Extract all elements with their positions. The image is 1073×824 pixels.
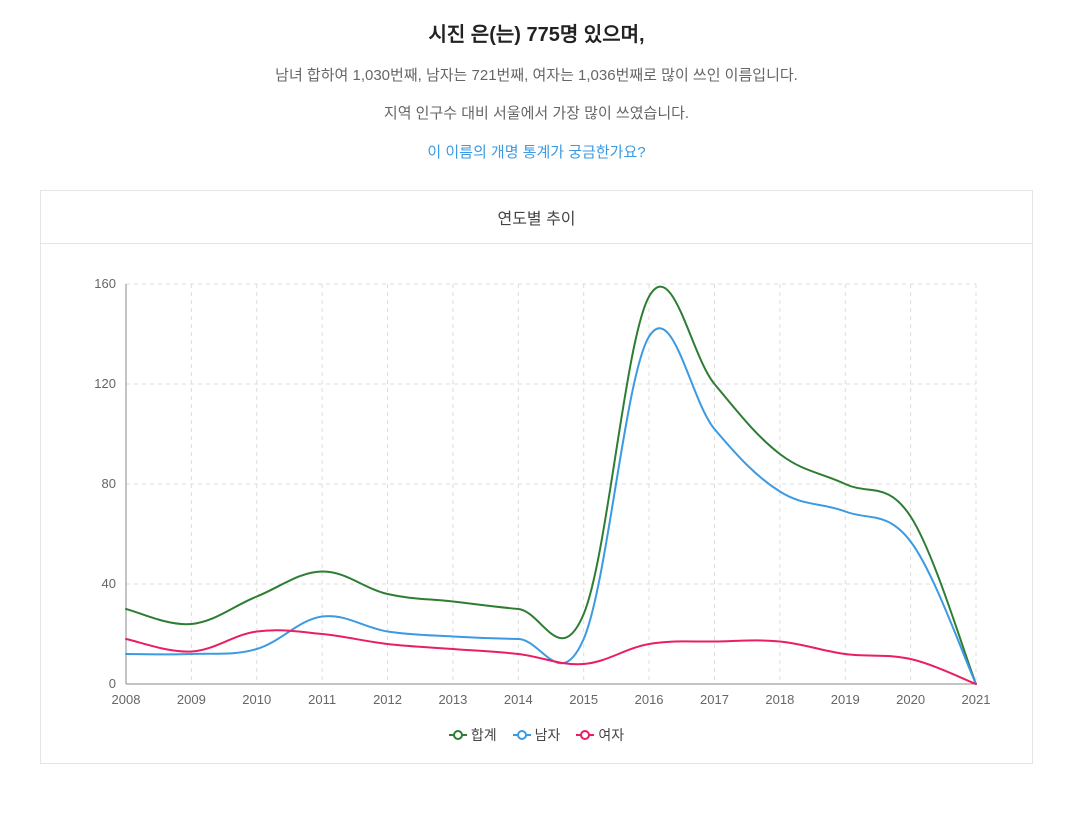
subtitle-line-1: 남녀 합하여 1,030번째, 남자는 721번째, 여자는 1,036번째로 …	[20, 65, 1053, 86]
svg-text:2013: 2013	[438, 692, 467, 707]
legend-item[interactable]: 여자	[576, 725, 624, 745]
chart-title: 연도별 추이	[41, 191, 1032, 244]
rename-stats-link[interactable]: 이 이름의 개명 통계가 궁금한가요?	[427, 144, 645, 161]
page-title: 시진 은(는) 775명 있으며,	[20, 18, 1053, 47]
svg-text:2016: 2016	[635, 692, 664, 707]
legend-label: 남자	[535, 725, 561, 745]
svg-text:2021: 2021	[962, 692, 991, 707]
svg-text:0: 0	[109, 676, 116, 691]
page-root: 시진 은(는) 775명 있으며, 남녀 합하여 1,030번째, 남자는 72…	[0, 0, 1073, 764]
line-chart: 0 40 80 120 160 2008 2009 2010 2011 2012 2013 2014 2…	[71, 274, 991, 714]
svg-text:2012: 2012	[373, 692, 402, 707]
chart-body: 0 40 80 120 160 2008 2009 2010 2011 2012 2013 2014 2…	[41, 244, 1032, 763]
chart-card: 연도별 추이 0 40 80 120 160 2008 2009 2010 2011 2012 20…	[40, 190, 1033, 764]
svg-text:160: 160	[94, 276, 116, 291]
svg-text:2015: 2015	[569, 692, 598, 707]
svg-text:2010: 2010	[242, 692, 271, 707]
svg-text:2020: 2020	[896, 692, 925, 707]
legend-marker-icon	[449, 729, 467, 741]
svg-text:2014: 2014	[504, 692, 533, 707]
svg-text:2017: 2017	[700, 692, 729, 707]
svg-text:2011: 2011	[308, 692, 336, 707]
legend-label: 여자	[598, 725, 624, 745]
legend-item[interactable]: 남자	[513, 725, 561, 745]
legend-marker-icon	[513, 729, 531, 741]
header: 시진 은(는) 775명 있으며, 남녀 합하여 1,030번째, 남자는 72…	[0, 18, 1073, 180]
legend-marker-icon	[576, 729, 594, 741]
subtitle-line-2: 지역 인구수 대비 서울에서 가장 많이 쓰였습니다.	[20, 102, 1053, 123]
legend-item[interactable]: 합계	[449, 725, 497, 745]
svg-text:120: 120	[94, 376, 116, 391]
svg-text:40: 40	[102, 576, 116, 591]
svg-text:2008: 2008	[112, 692, 141, 707]
svg-text:2009: 2009	[177, 692, 206, 707]
svg-text:2018: 2018	[765, 692, 794, 707]
chart-legend: 합계 남자 여자	[71, 719, 1002, 745]
svg-text:80: 80	[102, 476, 116, 491]
legend-label: 합계	[471, 725, 497, 745]
svg-text:2019: 2019	[831, 692, 860, 707]
